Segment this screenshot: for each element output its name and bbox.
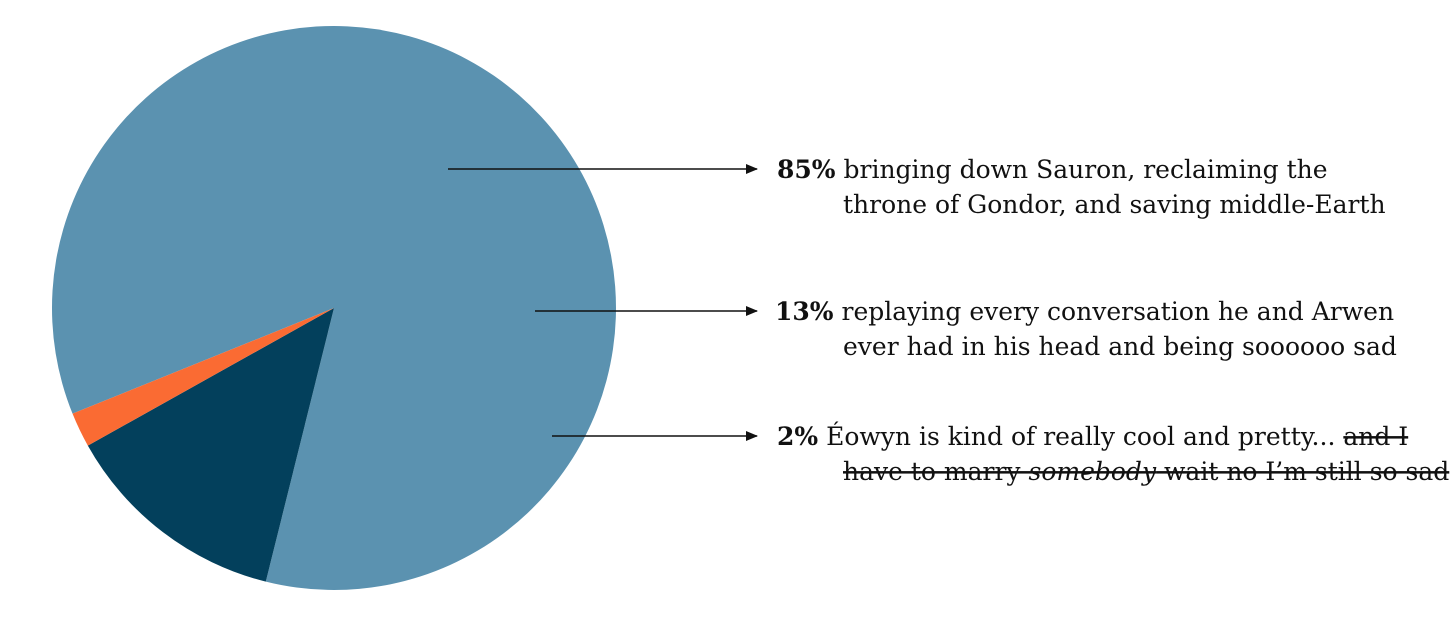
callout-arrows (448, 164, 758, 441)
slice-label-3-segment-1-1: Éowyn is kind of really cool and pretty.… (818, 422, 1343, 451)
slice-label-1-segment-1-1: bringing down Sauron, reclaiming the (836, 155, 1328, 184)
slice-label-3-segment-1-2: and I (1343, 422, 1408, 451)
slice-label-1-line-2: throne of Gondor, and saving middle-Eart… (843, 190, 1386, 219)
slice-label-2-segment-2-1: ever had in his head and being soooooo s… (843, 332, 1397, 361)
slice-label-3-line-2: have to marry somebody wait no I’m still… (843, 457, 1449, 486)
slice-label-1-line-1: 85% bringing down Sauron, reclaiming the (777, 155, 1328, 184)
slice-label-2-line-2: ever had in his head and being soooooo s… (843, 332, 1397, 361)
pie-slice-1 (51, 25, 616, 590)
slice-label-1-segment-2-1: throne of Gondor, and saving middle-Eart… (843, 190, 1386, 219)
slice-labels: 85% bringing down Sauron, reclaiming the… (775, 155, 1449, 486)
slice-percent-label-1: 85% (777, 155, 836, 184)
slice-percent-label-2: 13% (775, 297, 834, 326)
slice-label-2-segment-1-1: replaying every conversation he and Arwe… (834, 297, 1395, 326)
slice-label-3-segment-2-2: somebody (1029, 457, 1157, 486)
pie-slice-3 (72, 308, 334, 446)
slice-percent-label-3: 2% (777, 422, 818, 451)
slice-label-3-line-1: 2% Éowyn is kind of really cool and pret… (777, 422, 1408, 451)
pie-slice-2 (87, 308, 334, 582)
slice-label-2-line-1: 13% replaying every conversation he and … (775, 297, 1394, 326)
slice-label-3-segment-2-3: wait no I’m still so sad (1156, 457, 1449, 486)
pie-slices (51, 25, 616, 590)
slice-label-3-segment-2-1: have to marry (843, 457, 1029, 486)
